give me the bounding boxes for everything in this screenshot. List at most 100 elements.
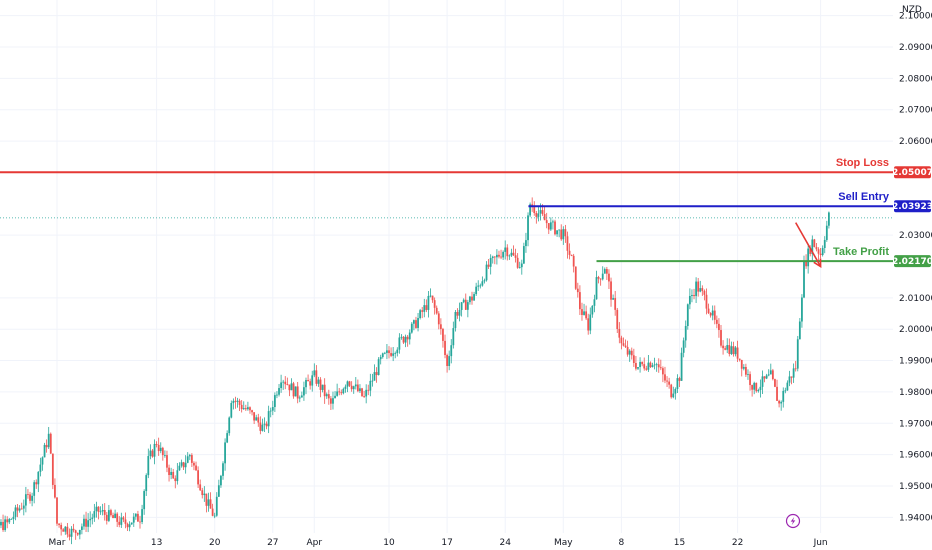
- candle-body: [786, 382, 789, 391]
- candle-body: [222, 463, 224, 476]
- candle-body: [408, 332, 411, 340]
- candle-body: [560, 229, 563, 240]
- candle-body: [286, 384, 289, 385]
- candle-body: [647, 362, 650, 370]
- candle-body: [682, 340, 685, 353]
- candle-body: [755, 382, 758, 392]
- candle-body: [605, 269, 608, 274]
- candle-body: [220, 475, 222, 486]
- candle-body: [410, 323, 413, 333]
- candle-body: [639, 361, 641, 368]
- candle-body: [116, 513, 119, 522]
- y-axis: 2.10000 2.09000 2.08000 2.07000 2.06000 2.030…: [899, 12, 932, 524]
- candle-body: [371, 380, 374, 382]
- candle-body: [269, 410, 272, 412]
- candle-body: [95, 506, 98, 512]
- candle-body: [205, 493, 208, 506]
- candle-body: [85, 518, 87, 527]
- x-tick-label: 17: [441, 538, 452, 548]
- candle-body: [242, 408, 245, 410]
- candle-body: [529, 204, 531, 216]
- x-axis: Mar 13 20 27 Apr 10 17 24 May 8 15 22 Jun: [49, 538, 828, 548]
- x-tick-label: Apr: [307, 538, 323, 548]
- candle-body: [508, 255, 511, 257]
- y-tick-label: 1.95000: [899, 482, 932, 492]
- candle-body: [396, 349, 399, 354]
- candle-body: [390, 353, 392, 356]
- candle-body: [774, 379, 776, 387]
- candle-body: [439, 324, 442, 329]
- candle-body: [383, 352, 386, 354]
- candle-body: [276, 394, 278, 396]
- candle-body: [624, 345, 627, 347]
- candle-body: [504, 247, 507, 252]
- x-tick-label: Jun: [813, 538, 828, 548]
- candle-body: [134, 513, 137, 517]
- currency-label: NZD: [902, 5, 922, 15]
- x-tick-label: 22: [732, 538, 743, 548]
- candle-body: [87, 520, 90, 527]
- candle-body: [597, 277, 600, 279]
- candle-body: [545, 220, 548, 224]
- candle-body: [763, 376, 766, 379]
- candle-body: [554, 221, 556, 235]
- candle-body: [27, 494, 29, 496]
- y-tick-label: 1.96000: [899, 451, 932, 461]
- candle-body: [813, 239, 816, 247]
- candle-body: [421, 310, 424, 312]
- candle-body: [120, 517, 123, 525]
- projection-arrow-head: [813, 258, 822, 268]
- candle-body: [359, 388, 361, 392]
- candle-body: [253, 412, 256, 421]
- chart-grid: [0, 0, 893, 533]
- y-tick-label: 2.07000: [899, 106, 932, 116]
- candle-body: [381, 353, 384, 357]
- lightning-icon[interactable]: [785, 513, 801, 529]
- candle-body: [801, 297, 803, 322]
- candle-body: [655, 364, 658, 366]
- candle-body: [217, 485, 220, 497]
- candle-body: [680, 352, 683, 381]
- candle-body: [78, 529, 81, 535]
- candle-body: [753, 382, 756, 390]
- candle-body: [340, 392, 343, 394]
- candle-body: [400, 336, 403, 338]
- candle-body: [139, 521, 141, 523]
- candle-body: [612, 298, 614, 300]
- stop-loss-badge: [894, 166, 931, 179]
- candle-body: [394, 353, 397, 354]
- candle-body: [539, 210, 542, 214]
- candle-body: [118, 521, 121, 525]
- candle-body: [628, 350, 631, 355]
- candle-body: [668, 381, 671, 385]
- candle-body: [18, 508, 21, 511]
- candle-body: [481, 281, 484, 286]
- candle-body: [392, 353, 395, 356]
- sell-entry-badge-value: 2.03923: [892, 202, 932, 212]
- candle-body: [458, 309, 461, 316]
- candle-body: [674, 388, 677, 394]
- candle-body: [825, 225, 828, 240]
- candle-body: [576, 288, 579, 293]
- candle-body: [37, 471, 40, 485]
- candle-body: [249, 407, 251, 411]
- candle-body: [572, 255, 575, 267]
- candle-body: [22, 505, 25, 509]
- candle-body: [213, 515, 216, 517]
- candle-body: [107, 510, 110, 521]
- candle-body: [311, 375, 314, 386]
- candle-body: [749, 374, 751, 386]
- candle-body: [207, 499, 210, 506]
- candle-body: [496, 254, 498, 258]
- candle-body: [452, 328, 455, 346]
- x-tick-label: 20: [209, 538, 221, 548]
- candle-body: [178, 465, 181, 471]
- candle-body: [404, 336, 407, 343]
- candle-body: [776, 386, 778, 401]
- candle-body: [300, 395, 303, 398]
- candle-body: [593, 299, 596, 306]
- candle-body: [367, 389, 370, 391]
- candle-body: [188, 455, 191, 457]
- candle-body: [491, 256, 494, 259]
- candle-body: [506, 247, 509, 257]
